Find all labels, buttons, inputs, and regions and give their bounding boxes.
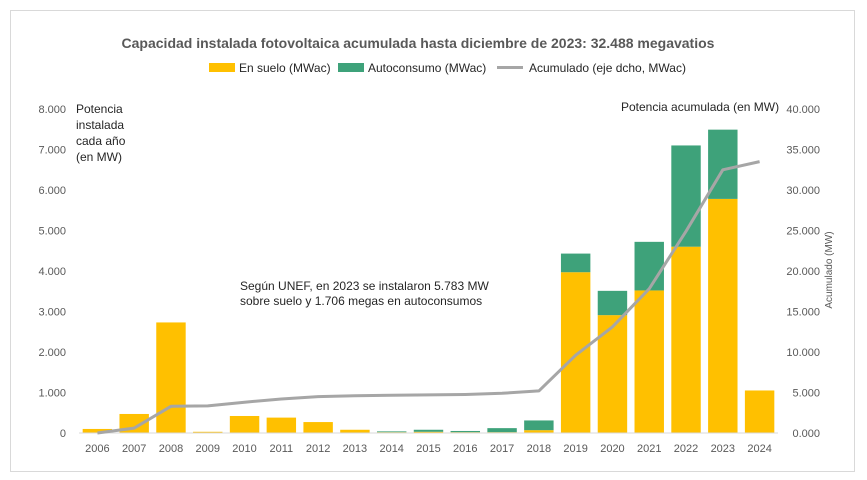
right-tick-label: 20.000 (786, 266, 820, 278)
right-axis-title: Acumulado (MW) (824, 231, 835, 308)
annotation: Según UNEF, en 2023 se instalaron 5.783 … (240, 279, 489, 308)
right-axis-note: Potencia acumulada (en MW) (621, 100, 779, 114)
bar-en-suelo (560, 272, 591, 433)
x-tick-label: 2015 (416, 443, 440, 455)
left-tick-label: 0 (60, 428, 66, 440)
x-tick-label: 2023 (711, 443, 735, 455)
x-tick-label: 2012 (306, 443, 330, 455)
bar-en-suelo (671, 246, 701, 433)
bar-en-suelo (156, 322, 186, 433)
right-tick-label: 5.000 (792, 388, 820, 400)
legend-label-autoconsumo: Autoconsumo (MWac) (368, 61, 486, 75)
right-tick-label: 25.000 (786, 226, 820, 238)
cumulative-line-layer (97, 160, 760, 435)
x-tick-label: 2013 (343, 443, 367, 455)
right-axis-ticks: 0.000 5.000 10.000 15.000 20.000 25.000 30.000… (786, 104, 820, 440)
bar-autoconsumo (524, 420, 554, 431)
bar-en-suelo (634, 290, 664, 433)
x-tick-label: 2010 (232, 443, 256, 455)
legend-swatch-en-suelo (209, 63, 235, 72)
bar-en-suelo (524, 430, 554, 433)
x-axis-labels: 2006 2007 2008 2009 2010 2011 2012 2013 2014 2015… (85, 443, 772, 455)
left-tick-label: 7.000 (38, 145, 66, 157)
left-axis-ticks: 0 1.000 2.000 3.000 4.000 5.000 6.000 7.000 8.00… (38, 104, 66, 440)
x-tick-label: 2019 (563, 443, 587, 455)
bar-autoconsumo (597, 290, 628, 316)
left-tick-label: 2.000 (38, 347, 66, 359)
x-tick-label: 2011 (270, 443, 294, 455)
annotation-line: Según UNEF, en 2023 se instalaron 5.783 … (240, 279, 489, 293)
right-tick-label: 35.000 (786, 145, 820, 157)
x-tick-label: 2006 (85, 443, 109, 455)
right-tick-label: 10.000 (786, 347, 820, 359)
x-tick-label: 2017 (490, 443, 514, 455)
bar-en-suelo (193, 431, 223, 433)
legend-label-acumulado: Acumulado (eje dcho, MWac) (529, 61, 686, 75)
x-tick-label: 2020 (600, 443, 624, 455)
right-tick-label: 0.000 (792, 428, 820, 440)
left-tick-label: 6.000 (38, 185, 66, 197)
left-tick-label: 8.000 (38, 104, 66, 116)
left-axis-note: Potencia instalada cada año (en MW) (76, 102, 126, 164)
x-tick-label: 2018 (527, 443, 551, 455)
bar-autoconsumo (376, 431, 407, 433)
x-tick-label: 2016 (453, 443, 477, 455)
legend-label-en-suelo: En suelo (MWac) (239, 61, 331, 75)
left-note-line: Potencia (76, 102, 123, 116)
right-tick-label: 40.000 (786, 104, 820, 116)
right-tick-label: 15.000 (786, 307, 820, 319)
bar-en-suelo (413, 431, 444, 433)
bar-en-suelo (82, 428, 113, 433)
right-tick-label: 30.000 (786, 185, 820, 197)
x-tick-label: 2022 (674, 443, 698, 455)
left-tick-label: 3.000 (38, 307, 66, 319)
legend: En suelo (MWac) Autoconsumo (MWac) Acumu… (209, 61, 686, 75)
bar-autoconsumo (450, 430, 481, 433)
x-tick-label: 2009 (196, 443, 220, 455)
x-tick-label: 2008 (159, 443, 183, 455)
bar-autoconsumo (560, 253, 591, 273)
chart-title: Capacidad instalada fotovoltaica acumula… (122, 35, 715, 51)
bar-en-suelo (340, 429, 370, 433)
bar-en-suelo (708, 198, 738, 433)
bar-en-suelo (229, 415, 260, 433)
bar-en-suelo (303, 422, 333, 433)
left-tick-label: 1.000 (38, 388, 66, 400)
left-tick-label: 4.000 (38, 266, 66, 278)
annotation-line: sobre suelo y 1.706 megas en autoconsumo… (240, 294, 482, 308)
x-tick-label: 2024 (747, 443, 771, 455)
left-note-line: instalada (76, 118, 124, 132)
bar-autoconsumo (487, 428, 517, 433)
cumulative-line (97, 160, 760, 435)
bar-autoconsumo (413, 429, 444, 432)
bar-autoconsumo (634, 241, 664, 291)
left-tick-label: 5.000 (38, 226, 66, 238)
x-tick-label: 2007 (122, 443, 146, 455)
bar-en-suelo (597, 315, 628, 433)
legend-swatch-autoconsumo (338, 63, 364, 72)
bar-en-suelo (744, 390, 775, 433)
x-tick-label: 2014 (379, 443, 403, 455)
x-tick-label: 2021 (637, 443, 661, 455)
left-note-line: (en MW) (76, 150, 122, 164)
bar-en-suelo (266, 417, 297, 433)
left-note-line: cada año (76, 134, 126, 148)
